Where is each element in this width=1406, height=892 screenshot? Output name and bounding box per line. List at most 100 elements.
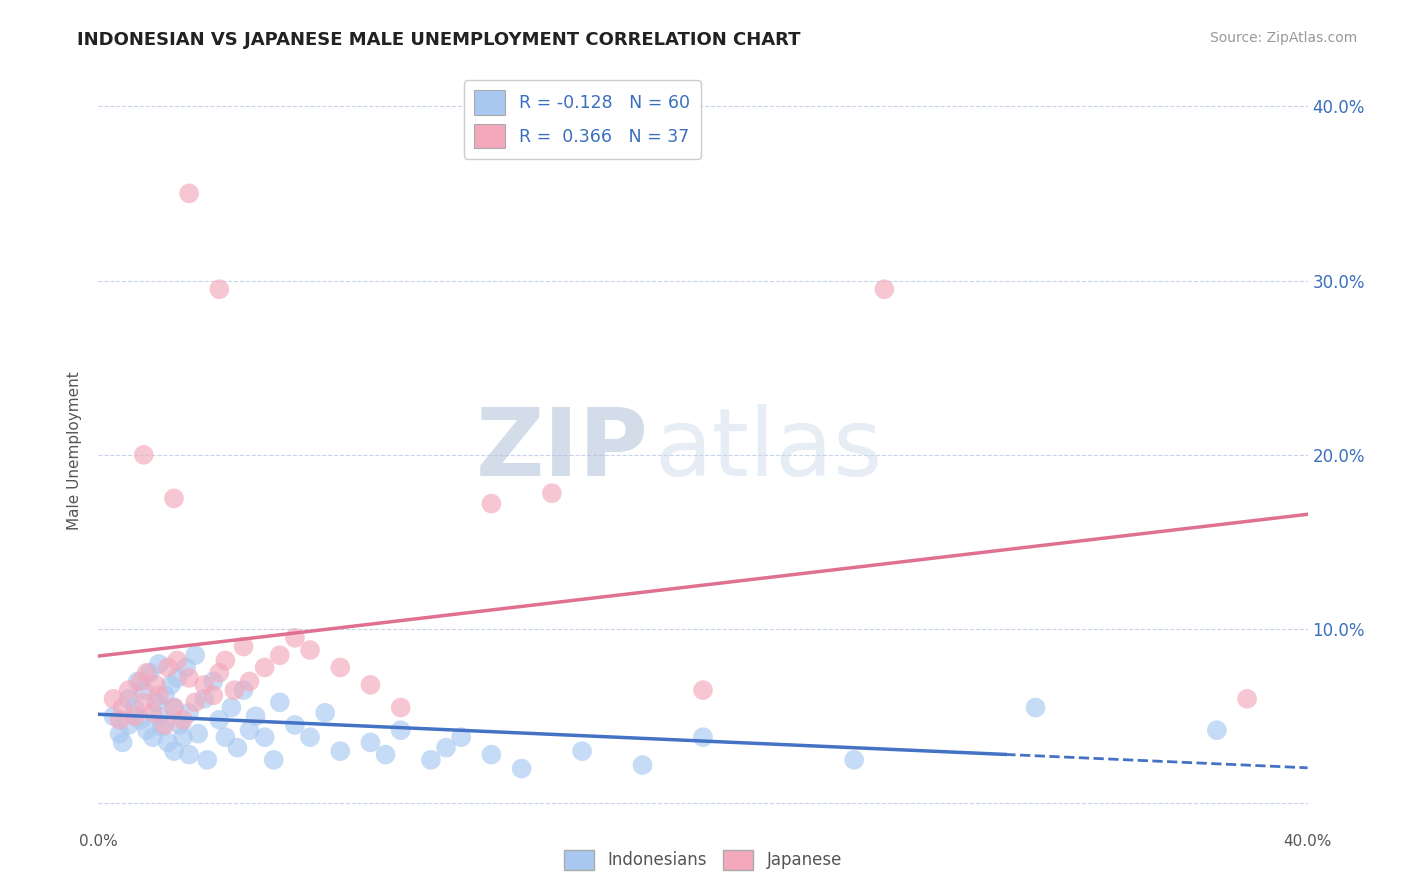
Point	[481, 497, 503, 511]
Point	[571, 744, 593, 758]
Point	[284, 718, 307, 732]
Point	[232, 640, 254, 654]
Point	[226, 740, 249, 755]
Point	[127, 674, 149, 689]
Point	[124, 709, 146, 723]
Point	[132, 448, 155, 462]
Point	[844, 753, 866, 767]
Point	[135, 665, 157, 680]
Point	[329, 660, 352, 674]
Point	[148, 689, 170, 703]
Point	[224, 683, 246, 698]
Point	[232, 683, 254, 698]
Point	[284, 631, 307, 645]
Point	[269, 648, 291, 663]
Point	[329, 744, 352, 758]
Point	[129, 674, 152, 689]
Text: atlas: atlas	[655, 404, 883, 497]
Point	[174, 660, 197, 674]
Point	[1024, 700, 1046, 714]
Point	[540, 486, 562, 500]
Point	[314, 706, 336, 720]
Point	[166, 671, 188, 685]
Point	[450, 730, 472, 744]
Point	[118, 683, 141, 698]
Point	[193, 678, 215, 692]
Point	[420, 753, 443, 767]
Point	[163, 700, 186, 714]
Point	[184, 695, 207, 709]
Point	[111, 700, 134, 714]
Point	[124, 700, 146, 714]
Point	[263, 753, 285, 767]
Point	[153, 718, 176, 732]
Point	[208, 713, 231, 727]
Text: Source: ZipAtlas.com: Source: ZipAtlas.com	[1209, 31, 1357, 45]
Point	[239, 723, 262, 738]
Point	[208, 665, 231, 680]
Point	[108, 713, 131, 727]
Point	[111, 735, 134, 749]
Point	[103, 709, 125, 723]
Point	[360, 678, 382, 692]
Point	[239, 674, 262, 689]
Point	[153, 689, 176, 703]
Point	[195, 753, 218, 767]
Point	[156, 660, 179, 674]
Point	[163, 744, 186, 758]
Point	[245, 709, 267, 723]
Point	[145, 695, 167, 709]
Point	[148, 657, 170, 671]
Point	[148, 709, 170, 723]
Point	[139, 665, 162, 680]
Point	[156, 735, 179, 749]
Point	[692, 730, 714, 744]
Point	[179, 186, 201, 201]
Point	[118, 691, 141, 706]
Point	[389, 700, 412, 714]
Point	[269, 695, 291, 709]
Point	[145, 678, 167, 692]
Legend: Indonesians, Japanese: Indonesians, Japanese	[557, 843, 849, 877]
Point	[193, 691, 215, 706]
Point	[160, 678, 183, 692]
Point	[202, 689, 225, 703]
Legend: R = -0.128   N = 60, R =  0.366   N = 37: R = -0.128 N = 60, R = 0.366 N = 37	[464, 80, 700, 159]
Y-axis label: Male Unemployment: Male Unemployment	[67, 371, 83, 530]
Point	[103, 691, 125, 706]
Text: ZIP: ZIP	[475, 404, 648, 497]
Point	[299, 643, 322, 657]
Point	[179, 747, 201, 762]
Point	[179, 706, 201, 720]
Point	[108, 727, 131, 741]
Point	[129, 713, 152, 727]
Point	[208, 282, 231, 296]
Point	[132, 683, 155, 698]
Point	[163, 491, 186, 506]
Point	[150, 720, 173, 734]
Point	[1206, 723, 1229, 738]
Point	[142, 706, 165, 720]
Point	[374, 747, 396, 762]
Point	[166, 653, 188, 667]
Point	[631, 758, 654, 772]
Text: INDONESIAN VS JAPANESE MALE UNEMPLOYMENT CORRELATION CHART: INDONESIAN VS JAPANESE MALE UNEMPLOYMENT…	[77, 31, 801, 49]
Point	[481, 747, 503, 762]
Point	[510, 762, 533, 776]
Point	[221, 700, 243, 714]
Point	[360, 735, 382, 749]
Point	[873, 282, 896, 296]
Point	[169, 718, 191, 732]
Point	[214, 730, 236, 744]
Point	[389, 723, 412, 738]
Point	[253, 730, 276, 744]
Point	[214, 653, 236, 667]
Point	[142, 730, 165, 744]
Point	[172, 730, 194, 744]
Point	[253, 660, 276, 674]
Point	[299, 730, 322, 744]
Point	[163, 700, 186, 714]
Point	[434, 740, 457, 755]
Point	[179, 671, 201, 685]
Point	[118, 718, 141, 732]
